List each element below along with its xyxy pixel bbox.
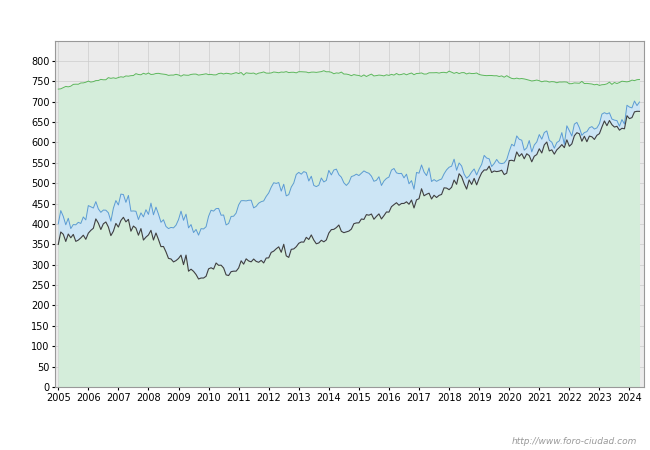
- Text: http://www.foro-ciudad.com: http://www.foro-ciudad.com: [512, 436, 637, 446]
- Text: Olost - Evolucion de la poblacion en edad de Trabajar Mayo de 2024: Olost - Evolucion de la poblacion en eda…: [98, 13, 552, 26]
